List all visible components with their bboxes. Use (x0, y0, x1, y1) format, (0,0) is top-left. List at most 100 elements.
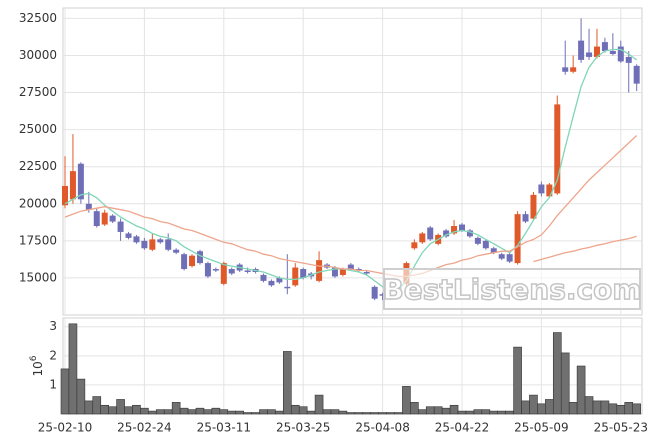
candle-body (244, 270, 251, 272)
candle-body (276, 277, 283, 283)
volume-bar (227, 410, 237, 415)
x-tick-label: 25-05-23 (594, 421, 648, 435)
candle-body (498, 254, 505, 259)
volume-bar (600, 400, 610, 415)
candle-body (522, 214, 529, 222)
volume-bar (513, 346, 522, 415)
candle-body (77, 163, 84, 200)
candle-body (62, 185, 68, 206)
candle-body (617, 46, 624, 62)
volume-bar (632, 403, 641, 415)
volume-bar (521, 400, 530, 415)
candle-body (451, 226, 458, 234)
volume-bar (187, 409, 197, 415)
volume-bar (163, 409, 173, 415)
candle-body (411, 242, 418, 249)
y-axis-label-exponent: 6 (29, 355, 39, 361)
candle-body (181, 254, 188, 270)
candle-body (609, 51, 616, 54)
x-tick-label: 25-02-24 (117, 421, 171, 435)
volume-bar (354, 412, 364, 415)
candle-body (482, 240, 489, 249)
moving-average-line (533, 235, 637, 263)
candle-body (506, 254, 513, 262)
candle-body (339, 269, 346, 275)
candle-body (419, 233, 426, 243)
candle-body (601, 42, 608, 52)
volume-bar (155, 409, 165, 415)
volume-bar (306, 410, 316, 415)
volume-bar (100, 404, 109, 415)
volume-bar (140, 407, 149, 415)
volume-bar (425, 406, 435, 415)
candle-body (212, 269, 219, 271)
volume-bar (148, 410, 157, 415)
volume-bar (267, 409, 276, 415)
volume-bar (314, 394, 324, 415)
volume-bar (338, 410, 348, 415)
candle-body (300, 269, 307, 278)
candle-body (459, 224, 465, 231)
volume-bar (592, 400, 602, 415)
volume-bar (108, 406, 117, 415)
y-tick-label: 27500 (19, 85, 57, 99)
volume-bar (394, 412, 403, 415)
volume-bar (552, 332, 562, 415)
volume-bar (124, 406, 133, 415)
y-tick-label: 25000 (19, 122, 57, 136)
candle-body (189, 255, 196, 267)
volume-bar (275, 410, 284, 415)
moving-average-line (64, 48, 638, 292)
candle-body (316, 260, 323, 281)
x-tick-label: 25-03-25 (276, 421, 330, 435)
candle-body (474, 237, 481, 244)
candle-body (93, 211, 100, 227)
volume-bar (84, 400, 94, 415)
candle-body (363, 271, 370, 274)
candle-body (173, 249, 180, 253)
candle-body (133, 236, 140, 243)
candle-body (466, 230, 473, 237)
candle-body (268, 280, 275, 286)
candle-body (427, 227, 434, 240)
volume-bar (370, 412, 379, 415)
candle-body (117, 221, 124, 232)
candle-body (347, 264, 354, 270)
candle-body (633, 65, 640, 84)
volume-bar (219, 409, 229, 415)
volume-bar (298, 406, 308, 415)
candle-body (85, 203, 92, 210)
watermark-box (383, 268, 641, 310)
volume-bar (76, 378, 86, 415)
candle-body (149, 239, 156, 250)
volume-bar (505, 410, 514, 415)
volume-bar (346, 412, 356, 415)
candle-body (625, 56, 632, 63)
y-axis-label: 106 (29, 355, 45, 376)
x-tick-label: 25-02-10 (38, 421, 92, 435)
y-tick-label: 22500 (19, 159, 57, 173)
candle-body (355, 269, 362, 271)
volume-bar (402, 386, 411, 415)
moving-average-line (64, 135, 638, 278)
volume-bar (243, 412, 252, 415)
volume-bar (497, 410, 507, 415)
volume-bar (290, 404, 300, 415)
candle-body (141, 240, 148, 249)
y-tick-label: 32500 (19, 11, 57, 25)
volume-bar (132, 404, 141, 415)
candle-body (331, 267, 338, 277)
y-axis-label-base: 10 (31, 361, 45, 376)
volume-bar (560, 352, 570, 415)
candle-body (125, 233, 132, 238)
candle-body (157, 239, 164, 243)
volume-bar (235, 410, 244, 415)
volume-bar (457, 410, 467, 415)
volume-bar (449, 404, 459, 415)
volume-bar (386, 412, 395, 415)
candle-body (562, 67, 569, 72)
watermark-text: BestListens.com (382, 273, 641, 306)
x-tick-label: 25-04-08 (355, 421, 409, 435)
volume-bar (537, 403, 546, 415)
volume-bar (116, 399, 125, 415)
